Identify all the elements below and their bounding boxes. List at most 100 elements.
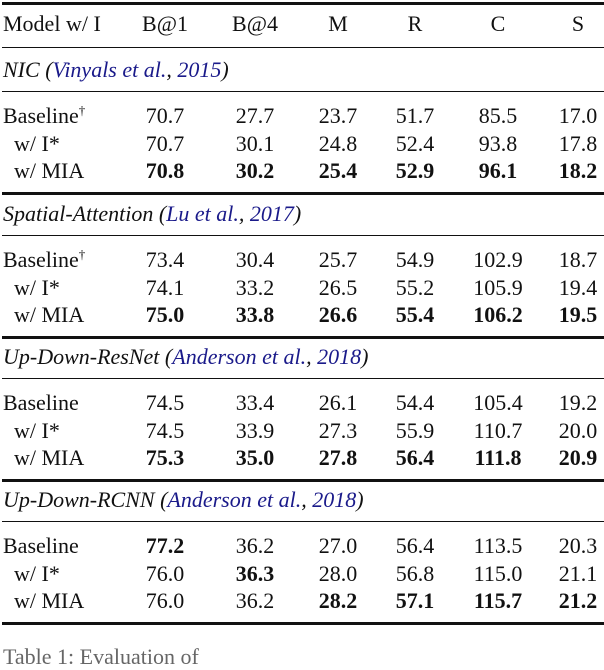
- value-M: 27.3: [318, 417, 358, 443]
- table-row: Baseline 74.5 33.4 26.1 54.4 105.4 19.2: [0, 389, 604, 417]
- row-label: w/ MIA: [14, 301, 84, 329]
- value-R: 55.4: [395, 302, 435, 327]
- value-C: 115.7: [473, 588, 523, 613]
- table-row: w/ MIA 70.8 30.2 25.4 52.9 96.1 18.2: [0, 157, 604, 185]
- value-M: 28.0: [318, 560, 358, 586]
- value-S: 20.0: [558, 417, 598, 443]
- row-label: w/ I*: [14, 417, 60, 445]
- table-rule: [2, 622, 604, 625]
- value-S: 21.1: [558, 560, 598, 586]
- citation-year[interactable]: 2017: [249, 201, 294, 226]
- value-C: 113.5: [473, 533, 523, 558]
- value-S: 17.8: [558, 130, 598, 156]
- value-B@1: 74.1: [145, 274, 185, 300]
- value-B@4: 35.0: [235, 445, 275, 470]
- value-R: 54.9: [395, 247, 435, 272]
- section-title: Up-Down-ResNet (Anderson et al., 2018): [3, 344, 369, 369]
- header-R: R: [407, 11, 423, 36]
- value-B@4: 36.2: [235, 588, 275, 613]
- header-S: S: [571, 11, 585, 36]
- value-B@4: 30.2: [235, 158, 275, 183]
- value-C: 111.8: [474, 445, 522, 470]
- value-B@4: 30.4: [235, 247, 275, 272]
- row-label: w/ I*: [14, 130, 60, 158]
- value-B@1: 74.5: [145, 390, 185, 415]
- row-label-text: w/ I*: [14, 560, 60, 586]
- table-rule: [2, 2, 604, 5]
- value-S: 21.2: [558, 588, 598, 613]
- header-B@1: B@1: [142, 11, 188, 36]
- dagger-mark: †: [79, 247, 86, 262]
- table-row: w/ MIA 75.3 35.0 27.8 56.4 111.8 20.9: [0, 444, 604, 472]
- row-label: Baseline: [3, 532, 79, 560]
- section-title: NIC (Vinyals et al., 2015): [3, 57, 229, 82]
- value-M: 25.4: [318, 158, 358, 183]
- value-B@4: 27.7: [235, 103, 275, 128]
- row-label: w/ MIA: [14, 157, 84, 185]
- citation-link[interactable]: Anderson et al.: [172, 344, 307, 369]
- value-B@1: 75.0: [145, 302, 185, 327]
- value-M: 24.8: [318, 130, 358, 156]
- row-label-text: w/ I*: [14, 130, 60, 156]
- row-label: w/ I*: [14, 274, 60, 302]
- citation-year[interactable]: 2015: [177, 57, 222, 82]
- table-row: Baseline† 70.7 27.7 23.7 51.7 85.5 17.0: [0, 102, 604, 130]
- value-M: 28.2: [318, 588, 358, 613]
- table-rule: [2, 192, 604, 195]
- table-caption: Table 1: Evaluation of: [3, 644, 199, 669]
- table-row: w/ I* 76.0 36.3 28.0 56.8 115.0 21.1: [0, 560, 604, 588]
- value-R: 54.4: [395, 390, 435, 415]
- value-B@4: 33.8: [235, 302, 275, 327]
- value-S: 20.9: [558, 445, 598, 470]
- value-S: 18.2: [558, 158, 598, 183]
- value-B@1: 76.0: [145, 560, 185, 586]
- value-M: 23.7: [318, 103, 358, 128]
- value-R: 55.2: [395, 274, 435, 300]
- row-label-text: w/ MIA: [14, 302, 85, 327]
- row-label-text: w/ I*: [14, 417, 60, 443]
- value-B@4: 33.4: [235, 390, 275, 415]
- row-label: w/ I*: [14, 560, 60, 588]
- table-rule: [2, 47, 604, 49]
- header-M: M: [328, 11, 348, 36]
- citation-year[interactable]: 2018: [317, 344, 362, 369]
- dagger: †: [78, 102, 86, 118]
- value-M: 26.1: [318, 390, 358, 415]
- value-B@4: 36.2: [235, 533, 275, 558]
- value-S: 19.4: [558, 274, 598, 300]
- value-C: 106.2: [473, 302, 523, 327]
- citation-year[interactable]: 2018: [312, 487, 357, 512]
- value-M: 27.8: [318, 445, 358, 470]
- citation-link[interactable]: Lu et al.: [166, 201, 239, 226]
- table-rule: [2, 336, 604, 339]
- value-C: 110.7: [473, 417, 523, 443]
- value-C: 93.8: [478, 130, 518, 156]
- value-B@1: 76.0: [145, 588, 185, 613]
- table-row: Baseline† 73.4 30.4 25.7 54.9 102.9 18.7: [0, 246, 604, 274]
- row-label-text: Baseline: [3, 533, 79, 558]
- row-label-text: Baseline: [3, 103, 79, 128]
- value-C: 115.0: [473, 560, 523, 586]
- header-row: Model w/ I B@1 B@4 M R C S: [0, 10, 604, 38]
- value-M: 25.7: [318, 247, 358, 272]
- row-label: Baseline†: [3, 102, 85, 130]
- table-rule: [2, 235, 604, 237]
- value-M: 27.0: [318, 533, 358, 558]
- table-row: w/ I* 70.7 30.1 24.8 52.4 93.8 17.8: [0, 130, 604, 158]
- value-B@4: 33.9: [235, 417, 275, 443]
- table-row: w/ I* 74.5 33.9 27.3 55.9 110.7 20.0: [0, 417, 604, 445]
- table-rule: [2, 378, 604, 380]
- table-rule: [2, 479, 604, 482]
- value-R: 56.4: [395, 445, 435, 470]
- citation-link[interactable]: Vinyals et al.: [52, 57, 167, 82]
- row-label-text: w/ MIA: [14, 158, 85, 183]
- value-B@1: 70.7: [145, 103, 185, 128]
- value-B@4: 30.1: [235, 130, 275, 156]
- table-row: Baseline 77.2 36.2 27.0 56.4 113.5 20.3: [0, 532, 604, 560]
- value-B@1: 77.2: [145, 533, 185, 558]
- value-R: 52.9: [395, 158, 435, 183]
- value-B@4: 33.2: [235, 274, 275, 300]
- value-M: 26.5: [318, 274, 358, 300]
- citation-link[interactable]: Anderson et al.: [167, 487, 302, 512]
- model-name: Spatial-Attention: [3, 201, 154, 226]
